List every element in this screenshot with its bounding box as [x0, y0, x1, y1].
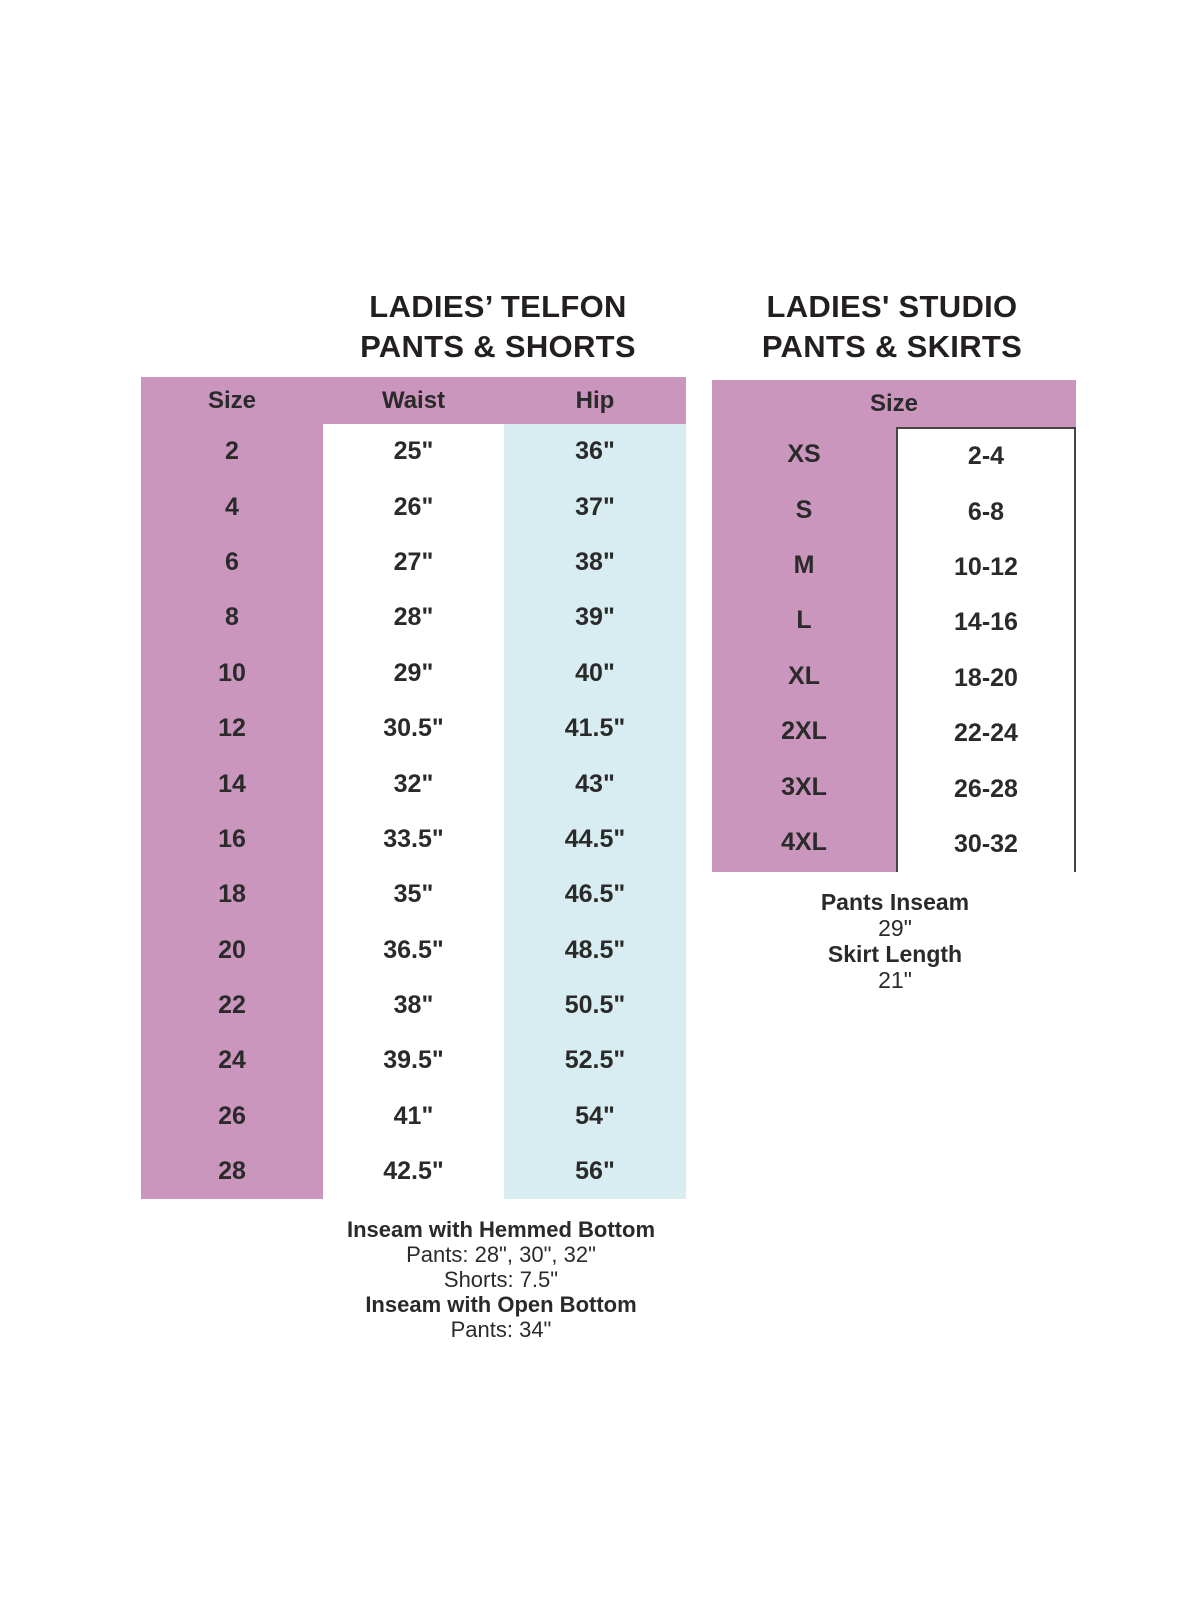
telfon-header-size: Size [207, 386, 257, 414]
studio-size-cell: 3XL [781, 772, 827, 801]
telfon-note-line: Inseam with Open Bottom [365, 1292, 637, 1317]
studio-size-cell: XS [787, 440, 821, 469]
telfon-table-body: 2 4 6 8 10 12 14 16 18 20 22 24 26 28 25" 26" 27" 28" 29"… [141, 424, 686, 1200]
studio-range-cell: 30-32 [954, 829, 1018, 858]
telfon-hip-cell: 48.5" [564, 935, 626, 964]
telfon-hip-cell: 50.5" [564, 991, 626, 1020]
studio-table-title: LADIES' STUDIO PANTS & SKIRTS [617, 287, 1167, 367]
telfon-waist-cell: 33.5" [383, 824, 444, 853]
telfon-title-line2: PANTS & SHORTS [360, 329, 636, 364]
studio-title-line2: PANTS & SKIRTS [761, 329, 1023, 364]
telfon-hip-cell: 52.5" [564, 1046, 626, 1075]
studio-size-column: XS S M L XL 2XL 3XL 4XL [712, 427, 896, 873]
studio-size-cell: M [793, 550, 815, 579]
telfon-inseam-notes: Inseam with Hemmed Bottom Pants: 28", 30"… [226, 1217, 776, 1342]
studio-note-line: Skirt Length [827, 941, 963, 967]
telfon-size-cell: 26 [218, 1101, 246, 1130]
telfon-waist-cell: 27" [393, 547, 434, 576]
telfon-header-waist: Waist [381, 386, 446, 414]
telfon-size-table: Size Waist Hip 2 4 6 8 10 12 14 16 18 20 22 24 26 28 … [141, 377, 686, 1200]
studio-size-cell: L [796, 606, 812, 635]
telfon-hip-cell: 56" [575, 1157, 615, 1186]
telfon-waist-cell: 25" [393, 437, 434, 466]
telfon-waist-column: 25" 26" 27" 28" 29" 30.5" 32" 33.5" 35" 36.5" 38" 3… [323, 424, 504, 1200]
telfon-waist-cell: 30.5" [383, 714, 444, 743]
studio-title-line1: LADIES' STUDIO [766, 289, 1018, 324]
telfon-size-cell: 10 [218, 658, 246, 687]
telfon-size-column: 2 4 6 8 10 12 14 16 18 20 22 24 26 28 [141, 424, 323, 1199]
telfon-hip-cell: 37" [575, 492, 615, 521]
telfon-size-cell: 16 [218, 824, 246, 853]
telfon-hip-cell: 54" [575, 1101, 615, 1130]
telfon-waist-cell: 36.5" [383, 935, 444, 964]
telfon-table-title: LADIES’ TELFON PANTS & SHORTS [223, 287, 773, 367]
telfon-waist-cell: 29" [393, 658, 434, 687]
telfon-header-hip: Hip [575, 386, 615, 414]
telfon-waist-cell: 35" [393, 880, 434, 909]
telfon-size-cell: 22 [218, 991, 246, 1020]
telfon-waist-cell: 28" [393, 603, 434, 632]
telfon-hip-cell: 43" [575, 769, 615, 798]
telfon-note-line: Shorts: 7.5" [443, 1267, 559, 1292]
studio-table-body: XS S M L XL 2XL 3XL 4XL 2-4 6-8 10-12 14-16 18-20 22… [712, 427, 1076, 873]
telfon-hip-cell: 44.5" [564, 824, 626, 853]
telfon-hip-cell: 39" [575, 603, 615, 632]
studio-range-cell: 10-12 [954, 552, 1018, 581]
studio-size-cell: S [795, 495, 813, 524]
telfon-waist-cell: 42.5" [383, 1157, 444, 1186]
telfon-table-header-row: Size Waist Hip [141, 377, 686, 424]
studio-range-cell: 18-20 [954, 663, 1018, 692]
studio-note-line: 21" [878, 967, 912, 993]
telfon-size-cell: 24 [218, 1046, 246, 1075]
studio-range-cell: 22-24 [954, 719, 1018, 748]
studio-range-column: 2-4 6-8 10-12 14-16 18-20 22-24 26-28 30-32 [896, 427, 1076, 873]
telfon-waist-cell: 26" [393, 492, 434, 521]
telfon-size-cell: 28 [218, 1157, 246, 1186]
studio-size-cell: 4XL [781, 827, 827, 856]
studio-range-cell: 14-16 [954, 608, 1018, 637]
telfon-hip-cell: 36" [575, 437, 615, 466]
studio-range-cell: 6-8 [967, 497, 1005, 526]
telfon-hip-cell: 46.5" [564, 880, 626, 909]
studio-inseam-notes: Pants Inseam 29" Skirt Length 21" [705, 889, 1085, 993]
telfon-size-cell: 12 [218, 714, 246, 743]
telfon-hip-cell: 41.5" [564, 714, 626, 743]
telfon-waist-cell: 39.5" [383, 1046, 444, 1075]
studio-size-table: Size XS S M L XL 2XL 3XL 4XL 2-4 6-8 10-12 14-16 18… [712, 380, 1076, 873]
telfon-size-cell: 6 [225, 547, 239, 576]
telfon-size-cell: 2 [225, 437, 239, 466]
telfon-note-line: Pants: 34" [450, 1317, 552, 1342]
studio-size-cell: XL [788, 661, 820, 690]
studio-note-line: Pants Inseam [820, 889, 970, 915]
telfon-size-cell: 4 [225, 492, 239, 521]
telfon-size-cell: 8 [225, 603, 239, 632]
studio-header-size: Size [712, 380, 1076, 427]
telfon-note-line: Pants: 28", 30", 32" [406, 1242, 596, 1267]
telfon-title-line1: LADIES’ TELFON [369, 289, 627, 324]
telfon-hip-cell: 40" [575, 658, 615, 687]
telfon-size-cell: 18 [218, 880, 246, 909]
telfon-size-cell: 20 [218, 935, 246, 964]
telfon-waist-cell: 32" [393, 769, 434, 798]
telfon-size-cell: 14 [218, 769, 246, 798]
telfon-note-line: Inseam with Hemmed Bottom [346, 1217, 656, 1242]
telfon-waist-cell: 38" [393, 991, 434, 1020]
studio-size-cell: 2XL [781, 717, 827, 746]
telfon-hip-cell: 38" [575, 547, 615, 576]
studio-note-line: 29" [878, 915, 912, 941]
studio-range-cell: 2-4 [967, 442, 1005, 471]
telfon-waist-cell: 41" [393, 1101, 434, 1130]
telfon-hip-column: 36" 37" 38" 39" 40" 41.5" 43" 44.5" 46.5" 48.5" 50… [504, 424, 686, 1200]
studio-range-cell: 26-28 [954, 774, 1018, 803]
